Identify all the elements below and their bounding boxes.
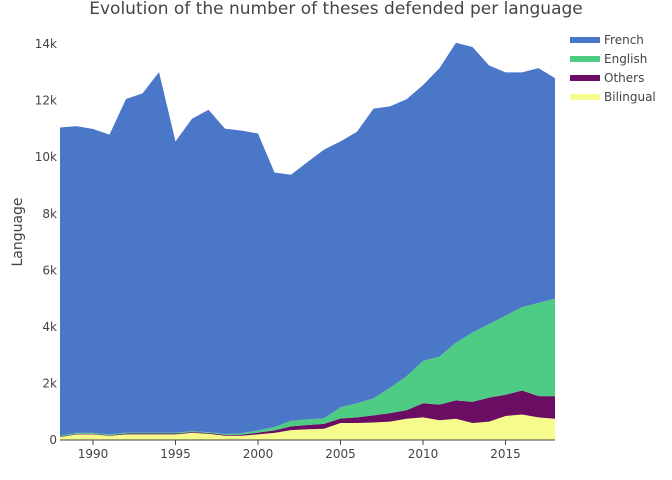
y-axis-ticks: 0 2k 4k 6k 8k 10k 12k 14k	[35, 37, 57, 447]
x-tick-label: 1990	[78, 447, 109, 461]
x-tick-label: 2010	[408, 447, 439, 461]
legend-label: Others	[604, 71, 644, 85]
legend-item-bilingual[interactable]: Bilingual	[570, 90, 656, 104]
x-axis-ticks: 1990 1995 2000 2005 2010 2015	[78, 440, 521, 461]
y-tick-label: 2k	[42, 376, 57, 390]
legend-swatch	[570, 75, 600, 81]
legend-label: Bilingual	[604, 90, 656, 104]
y-axis-title: Language	[10, 197, 26, 266]
area-series-others[interactable]	[60, 390, 555, 438]
legend[interactable]: French English Others Bilingual	[570, 33, 656, 104]
x-tick-label: 1995	[160, 447, 191, 461]
y-tick-label: 6k	[42, 263, 57, 277]
legend-label: English	[604, 52, 647, 66]
x-tick-label: 2000	[243, 447, 274, 461]
legend-swatch	[570, 94, 600, 100]
area-series-bilingual[interactable]	[60, 414, 555, 440]
x-tick-label: 2015	[490, 447, 521, 461]
x-tick-label: 2005	[325, 447, 356, 461]
legend-item-others[interactable]: Others	[570, 71, 644, 85]
y-tick-label: 8k	[42, 207, 57, 221]
y-tick-label: 4k	[42, 320, 57, 334]
y-tick-label: 12k	[35, 94, 57, 108]
legend-swatch	[570, 56, 600, 62]
area-series-french[interactable]	[60, 42, 555, 436]
legend-item-english[interactable]: English	[570, 52, 647, 66]
y-tick-label: 10k	[35, 150, 57, 164]
y-tick-label: 14k	[35, 37, 57, 51]
legend-swatch	[570, 37, 600, 43]
y-tick-label: 0	[49, 433, 57, 447]
chart-title: Evolution of the number of theses defend…	[89, 0, 582, 19]
area-series-english[interactable]	[60, 298, 555, 437]
legend-label: French	[604, 33, 644, 47]
legend-item-french[interactable]: French	[570, 33, 644, 47]
area-layers	[60, 42, 555, 440]
